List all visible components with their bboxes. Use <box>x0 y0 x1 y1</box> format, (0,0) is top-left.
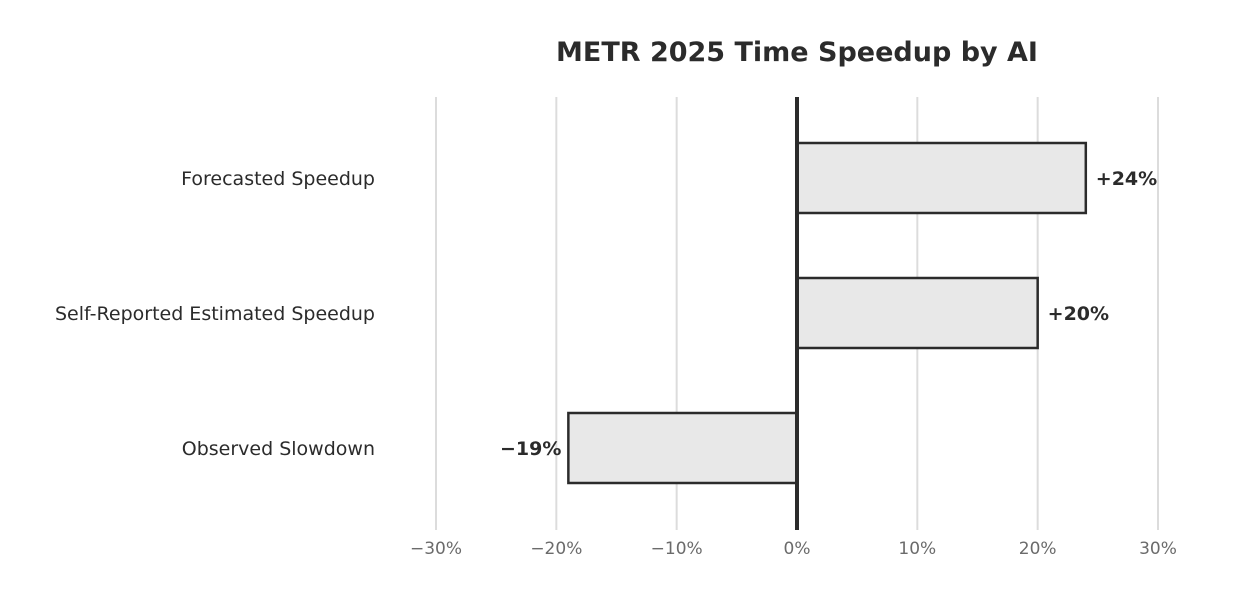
chart-title: METR 2025 Time Speedup by AI <box>556 37 1038 68</box>
x-tick-label: 0% <box>784 539 811 559</box>
x-tick-label: 30% <box>1139 539 1177 559</box>
x-tick-label: −30% <box>410 539 462 559</box>
x-tick-label: −10% <box>651 539 703 559</box>
x-tick-label: −20% <box>530 539 582 559</box>
x-tick-label: 20% <box>1019 539 1057 559</box>
category-label: Observed Slowdown <box>182 438 375 460</box>
bar <box>795 276 1039 350</box>
bar <box>567 411 799 485</box>
category-label: Forecasted Speedup <box>181 168 375 190</box>
value-label: +20% <box>1048 303 1109 325</box>
labels: −30% −20% −10% 0% 10% 20% 30% Forecasted Speedu… <box>55 168 1177 559</box>
category-label: Self-Reported Estimated Speedup <box>55 303 375 325</box>
x-tick-label: 10% <box>898 539 936 559</box>
bars <box>567 141 1088 485</box>
bar <box>795 141 1088 215</box>
value-label: +24% <box>1096 168 1157 190</box>
value-label: −19% <box>500 438 561 460</box>
